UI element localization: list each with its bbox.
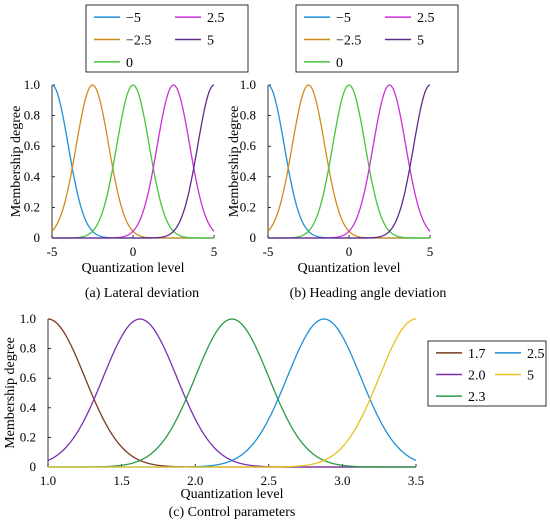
legend-label: 5 bbox=[527, 369, 534, 384]
y-tick-label: 0 bbox=[250, 230, 257, 245]
x-tick-label: 5 bbox=[427, 244, 434, 259]
x-tick-label: 3.5 bbox=[408, 473, 424, 488]
series-line-4 bbox=[48, 318, 417, 468]
y-tick-label: 1.0 bbox=[240, 77, 256, 92]
y-tick-label: 0.6 bbox=[20, 370, 37, 385]
series-line-5 bbox=[48, 318, 417, 468]
series-line-4 bbox=[52, 84, 215, 239]
chart-b: 0 0.2 0.4 0.6 0.8 1.0 -5 0 5 Quantization level Me… bbox=[227, 4, 459, 301]
series-line-2 bbox=[51, 84, 214, 239]
series-line-1 bbox=[51, 84, 214, 239]
y-tick-label: 0.8 bbox=[20, 341, 36, 356]
legend-label: −5 bbox=[126, 11, 141, 26]
y-axis-label: Membership degree bbox=[227, 106, 242, 218]
legend: −5 −2.5 0 2.5 5 bbox=[295, 4, 459, 73]
y-axis-label: Membership degree bbox=[9, 106, 24, 218]
y-axis-label: Membership degree bbox=[3, 337, 18, 449]
series-line-1 bbox=[267, 84, 430, 239]
x-tick-label: 2.5 bbox=[261, 473, 277, 488]
x-tick-label: -5 bbox=[263, 244, 274, 259]
x-axis-label: Quantization level bbox=[180, 487, 283, 502]
series-line-5 bbox=[52, 84, 215, 239]
x-tick-label: 1.5 bbox=[113, 473, 129, 488]
series-line-3 bbox=[52, 84, 214, 239]
legend-box bbox=[85, 4, 249, 73]
x-tick-label: 3.0 bbox=[334, 473, 350, 488]
series-line-2 bbox=[267, 84, 430, 239]
y-tick-label: 1.0 bbox=[24, 77, 40, 92]
legend-box bbox=[427, 340, 547, 407]
legend-label: 1.7 bbox=[468, 347, 486, 362]
series-line-3 bbox=[268, 84, 430, 239]
chart-caption: (b) Heading angle deviation bbox=[290, 286, 447, 301]
x-tick-label: 1.0 bbox=[40, 473, 56, 488]
y-tick-label: 0.6 bbox=[24, 138, 41, 153]
y-tick-label: 0.6 bbox=[240, 138, 257, 153]
chart-a: 0 0.2 0.4 0.6 0.8 1.0 -5 0 5 Quantization level Me… bbox=[9, 4, 249, 301]
series-line-1 bbox=[47, 318, 416, 468]
legend-label: −2.5 bbox=[336, 34, 361, 49]
y-tick-label: 0.2 bbox=[24, 199, 40, 214]
legend-label: 0 bbox=[336, 56, 343, 71]
legend-label: −2.5 bbox=[126, 34, 151, 49]
x-tick-label: 5 bbox=[211, 244, 218, 259]
y-tick-label: 0.4 bbox=[24, 169, 41, 184]
x-axis-label: Quantization level bbox=[81, 261, 184, 276]
y-tick-label: 0.2 bbox=[20, 429, 36, 444]
chart-caption: (c) Control parameters bbox=[169, 505, 296, 520]
y-tick-label: 0.4 bbox=[20, 400, 37, 415]
legend-label: 2.5 bbox=[417, 11, 435, 26]
series-line-3 bbox=[48, 318, 416, 468]
legend-box bbox=[295, 4, 459, 73]
legend-label: 5 bbox=[207, 34, 214, 49]
legend-label: 2.5 bbox=[207, 11, 225, 26]
legend-label: −5 bbox=[336, 11, 351, 26]
y-tick-label: 0.8 bbox=[240, 108, 256, 123]
x-axis-label: Quantization level bbox=[297, 261, 400, 276]
series-line-2 bbox=[47, 318, 416, 468]
chart-caption: (a) Lateral deviation bbox=[85, 286, 199, 301]
chart-c: 0 0.2 0.4 0.6 0.8 1.0 1.0 1.5 2.0 2.5 3.0 3.5 Quanti… bbox=[3, 311, 547, 520]
series-line-4 bbox=[268, 84, 431, 239]
legend: −5 −2.5 0 2.5 5 bbox=[85, 4, 249, 73]
y-tick-label: 0 bbox=[30, 459, 37, 474]
series-line-5 bbox=[268, 84, 431, 239]
legend-label: 5 bbox=[417, 34, 424, 49]
legend: 1.7 2.0 2.3 2.5 5 bbox=[427, 340, 547, 407]
legend-label: 0 bbox=[126, 56, 133, 71]
x-tick-label: -5 bbox=[47, 244, 58, 259]
x-tick-label: 0 bbox=[346, 244, 353, 259]
x-tick-label: 0 bbox=[130, 244, 137, 259]
legend-label: 2.5 bbox=[527, 347, 545, 362]
x-tick-label: 2.0 bbox=[187, 473, 203, 488]
legend-label: 2.3 bbox=[468, 390, 486, 405]
y-tick-label: 0.2 bbox=[240, 199, 256, 214]
legend-label: 2.0 bbox=[468, 369, 486, 384]
y-tick-label: 1.0 bbox=[20, 311, 36, 326]
y-tick-label: 0 bbox=[34, 230, 41, 245]
y-tick-label: 0.8 bbox=[24, 108, 40, 123]
y-tick-label: 0.4 bbox=[240, 169, 257, 184]
